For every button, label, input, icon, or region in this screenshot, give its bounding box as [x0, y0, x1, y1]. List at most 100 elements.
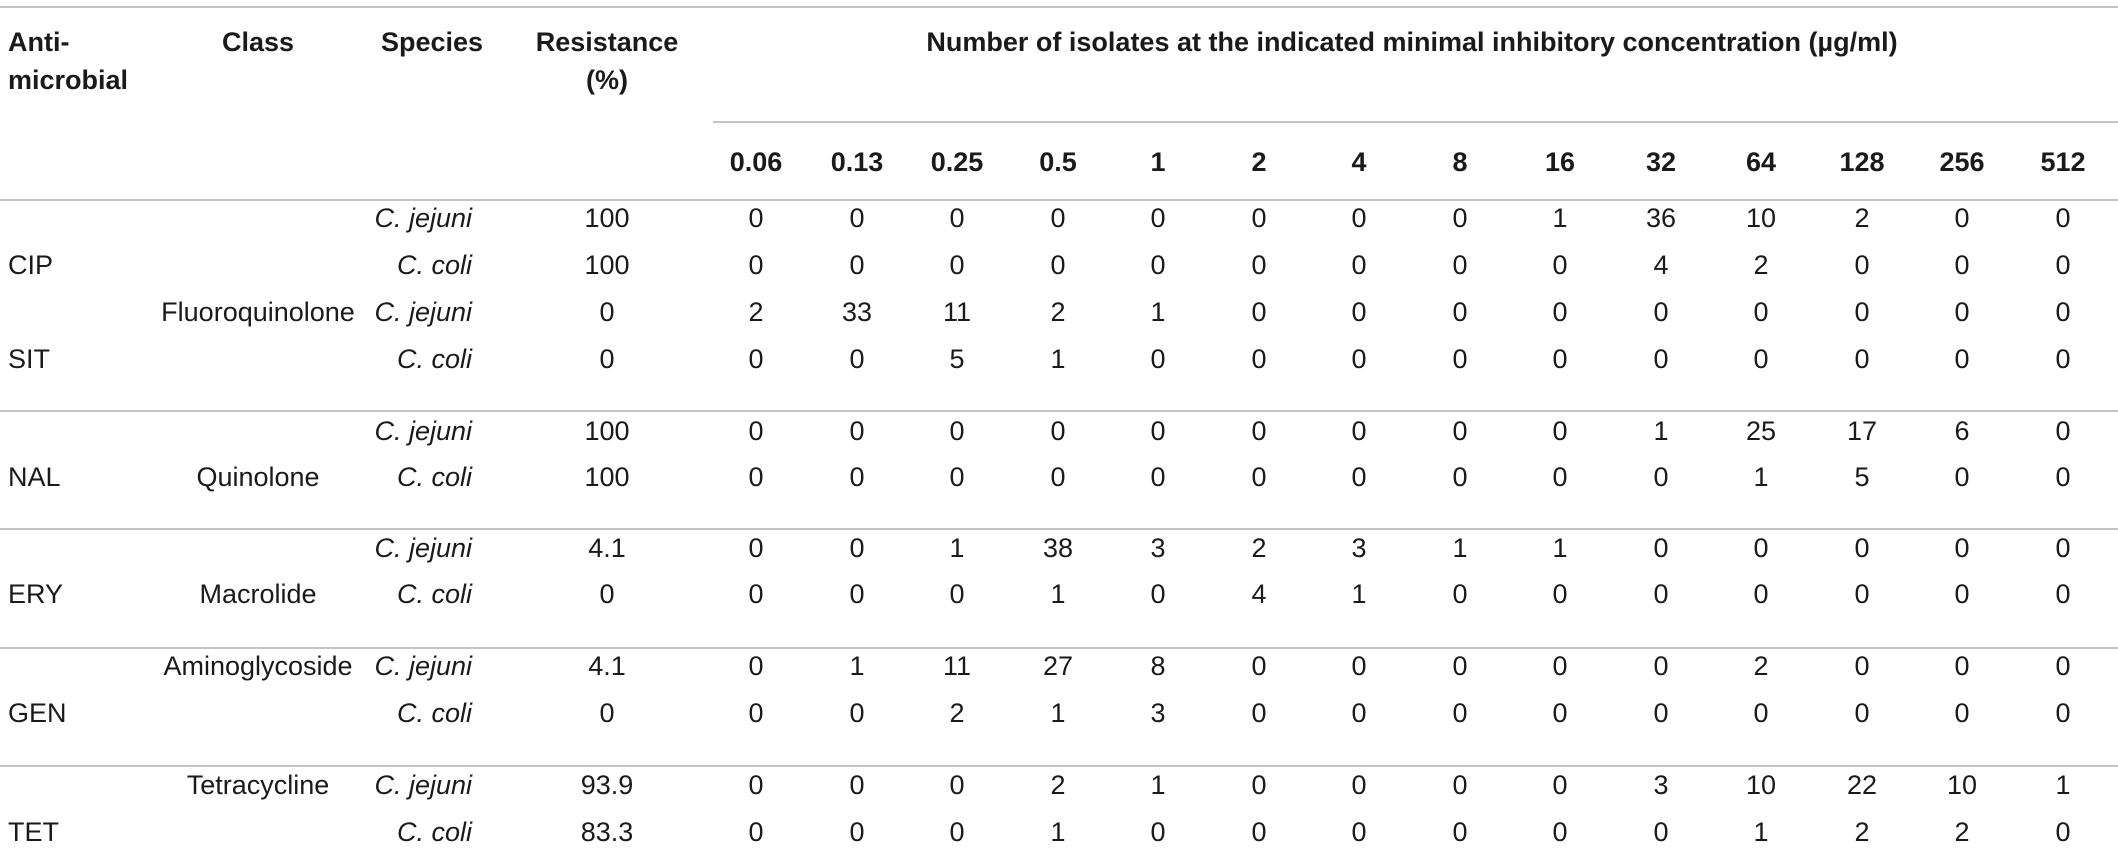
- isolate-count-cell: 0: [1552, 344, 1568, 374]
- isolate-count-cell: 0: [2055, 416, 2071, 446]
- isolate-count-cell: 2: [1854, 817, 1870, 847]
- isolate-count-cell: 2: [1251, 533, 1267, 563]
- isolate-count-cell: 1: [1552, 203, 1568, 233]
- isolate-count-cell: 0: [1854, 344, 1870, 374]
- isolate-count-cell: 0: [748, 416, 764, 446]
- isolate-count-cell: 1: [1351, 579, 1367, 609]
- concentration-header: 4: [1351, 147, 1367, 177]
- isolate-count-cell: 1: [1753, 462, 1769, 492]
- resistance-cell: 0: [599, 344, 615, 374]
- concentration-header: 16: [1544, 147, 1576, 177]
- isolate-count-cell: 0: [1452, 579, 1468, 609]
- antimicrobial-cell: ERY: [8, 579, 64, 609]
- class-cell: Aminoglycoside: [163, 651, 353, 681]
- species-cell: C. coli: [396, 250, 472, 280]
- isolate-count-cell: 11: [942, 651, 972, 681]
- isolate-count-cell: 0: [1251, 698, 1267, 728]
- isolate-count-cell: 0: [849, 579, 865, 609]
- isolate-count-cell: 22: [1846, 770, 1878, 800]
- species-cell: C. jejuni: [374, 770, 472, 800]
- isolate-count-cell: 0: [1351, 203, 1367, 233]
- isolate-count-cell: 0: [1150, 462, 1166, 492]
- resistance-cell: 4.1: [588, 533, 626, 563]
- header-antimicrobial-1: Anti-: [8, 27, 70, 57]
- header-antimicrobial-2: microbial: [8, 65, 129, 95]
- isolate-count-cell: 0: [849, 698, 865, 728]
- isolate-count-cell: 0: [1050, 462, 1066, 492]
- concentration-header: 64: [1745, 147, 1777, 177]
- isolate-count-cell: 2: [1954, 817, 1970, 847]
- isolate-count-cell: 0: [2055, 817, 2071, 847]
- isolate-count-cell: 0: [1251, 297, 1267, 327]
- resistance-cell: 83.3: [580, 817, 634, 847]
- isolate-count-cell: 3: [1351, 533, 1367, 563]
- isolate-count-cell: 0: [1753, 344, 1769, 374]
- isolate-count-cell: 0: [2055, 344, 2071, 374]
- isolate-count-cell: 3: [1150, 698, 1166, 728]
- isolate-count-cell: 0: [1954, 250, 1970, 280]
- isolate-count-cell: 11: [942, 297, 972, 327]
- header-class: Class: [221, 27, 295, 57]
- isolate-count-cell: 0: [2055, 579, 2071, 609]
- isolate-count-cell: 2: [949, 698, 965, 728]
- isolate-count-cell: 1: [1552, 533, 1568, 563]
- isolate-count-cell: 0: [1854, 651, 1870, 681]
- isolate-count-cell: 0: [1552, 651, 1568, 681]
- isolate-count-cell: 0: [2055, 203, 2071, 233]
- isolate-count-cell: 0: [1351, 770, 1367, 800]
- class-cell: Quinolone: [196, 462, 320, 492]
- header-resistance-2: (%): [586, 65, 628, 95]
- species-cell: C. jejuni: [374, 203, 472, 233]
- isolate-count-cell: 1: [1050, 344, 1066, 374]
- isolate-count-cell: 1: [1050, 698, 1066, 728]
- species-cell: C. coli: [396, 817, 472, 847]
- concentration-header: 0.5: [1039, 147, 1077, 177]
- antimicrobial-cell: TET: [8, 817, 59, 847]
- isolate-count-cell: 0: [2055, 462, 2071, 492]
- species-cell: C. coli: [396, 579, 472, 609]
- isolate-count-cell: 3: [1653, 770, 1669, 800]
- class-cell: Fluoroquinolone: [161, 297, 355, 327]
- isolate-count-cell: 1: [1753, 817, 1769, 847]
- isolate-count-cell: 25: [1745, 416, 1777, 446]
- resistance-cell: 100: [584, 203, 630, 233]
- header-bottom-rule: [0, 199, 2118, 201]
- concentration-header: 0.25: [930, 147, 984, 177]
- isolate-count-cell: 36: [1645, 203, 1677, 233]
- isolate-count-cell: 0: [1251, 651, 1267, 681]
- isolate-count-cell: 0: [1954, 579, 1970, 609]
- isolate-count-cell: 0: [1150, 203, 1166, 233]
- antimicrobial-cell: CIP: [8, 250, 54, 280]
- isolate-count-cell: 0: [1251, 817, 1267, 847]
- resistance-cell: 100: [584, 462, 630, 492]
- isolate-count-cell: 0: [1653, 651, 1669, 681]
- isolate-count-cell: 5: [1854, 462, 1870, 492]
- isolate-count-cell: 0: [1954, 651, 1970, 681]
- isolate-count-cell: 0: [1653, 579, 1669, 609]
- concentration-header: 2: [1251, 147, 1267, 177]
- isolate-count-cell: 0: [1351, 250, 1367, 280]
- isolate-count-cell: 10: [1745, 203, 1777, 233]
- isolate-count-cell: 0: [748, 203, 764, 233]
- isolate-count-cell: 2: [1753, 651, 1769, 681]
- isolate-count-cell: 0: [949, 462, 965, 492]
- isolate-count-cell: 0: [849, 203, 865, 233]
- isolate-count-cell: 0: [1351, 462, 1367, 492]
- isolate-count-cell: 1: [1150, 297, 1166, 327]
- concentration-header: 1: [1150, 147, 1166, 177]
- isolate-count-cell: 0: [1351, 416, 1367, 446]
- isolate-count-cell: 10: [1745, 770, 1777, 800]
- isolate-count-cell: 17: [1846, 416, 1878, 446]
- isolate-count-cell: 0: [748, 698, 764, 728]
- species-cell: C. jejuni: [374, 651, 472, 681]
- isolate-count-cell: 6: [1954, 416, 1970, 446]
- isolate-count-cell: 0: [1653, 533, 1669, 563]
- isolate-count-cell: 0: [949, 203, 965, 233]
- isolate-count-cell: 0: [1351, 297, 1367, 327]
- class-cell: Tetracycline: [186, 770, 330, 800]
- resistance-cell: 100: [584, 416, 630, 446]
- isolate-count-cell: 0: [949, 416, 965, 446]
- isolate-count-cell: 0: [1150, 344, 1166, 374]
- isolate-count-cell: 0: [2055, 698, 2071, 728]
- isolate-count-cell: 0: [949, 250, 965, 280]
